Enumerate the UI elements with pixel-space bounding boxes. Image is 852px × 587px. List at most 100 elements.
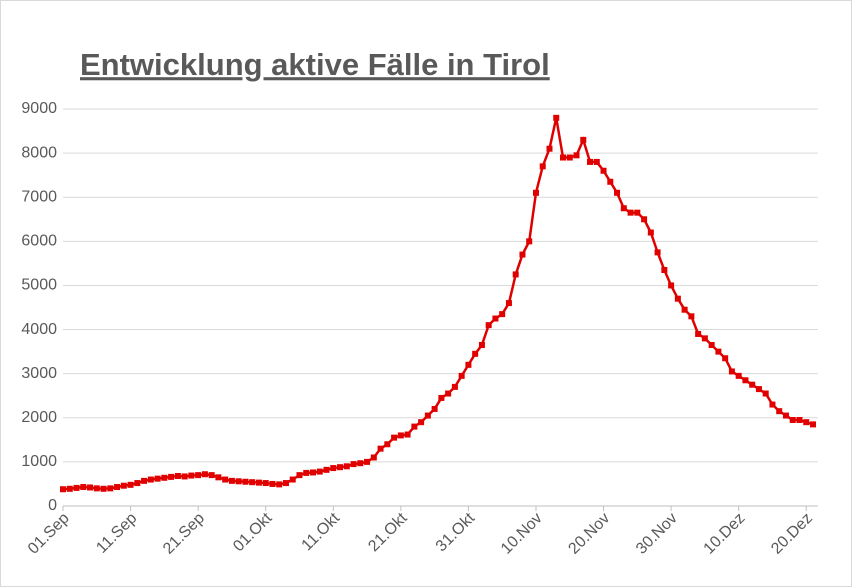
data-point <box>242 478 249 485</box>
data-point <box>343 463 350 470</box>
data-point <box>418 419 425 426</box>
data-point <box>485 322 492 329</box>
data-point <box>66 485 73 492</box>
data-point <box>188 472 195 479</box>
data-point <box>587 158 594 165</box>
data-point <box>87 484 94 491</box>
data-point <box>255 479 262 486</box>
data-point <box>201 471 208 478</box>
data-point <box>235 478 242 485</box>
data-point <box>505 300 512 307</box>
y-tick-label: 8000 <box>21 144 57 161</box>
data-point <box>391 434 398 441</box>
data-point <box>668 282 675 289</box>
data-point <box>560 154 566 161</box>
data-point <box>742 377 749 384</box>
data-point <box>600 167 607 174</box>
data-point <box>404 431 411 438</box>
data-point <box>431 405 438 412</box>
data-point <box>789 416 796 423</box>
data-point <box>701 335 708 342</box>
chart-title: Entwicklung aktive Fälle in Tirol <box>80 47 550 82</box>
data-point <box>499 311 506 318</box>
data-point <box>134 480 141 487</box>
data-point <box>688 313 695 320</box>
data-point <box>776 408 783 415</box>
data-point <box>634 209 641 216</box>
data-point <box>472 350 479 357</box>
data-point <box>303 469 310 476</box>
data-point <box>350 461 357 468</box>
data-point <box>458 372 465 379</box>
data-point <box>377 445 384 452</box>
data-point <box>532 189 539 196</box>
data-point <box>627 209 634 216</box>
data-point <box>445 390 452 397</box>
data-point <box>114 484 121 491</box>
data-point <box>451 383 458 390</box>
y-tick-label: 7000 <box>21 188 57 205</box>
data-point <box>478 341 485 348</box>
data-point <box>546 145 553 152</box>
data-point <box>735 372 742 379</box>
data-point <box>93 485 100 492</box>
data-point <box>661 267 668 274</box>
data-point <box>357 460 364 467</box>
data-point <box>803 419 810 426</box>
data-point <box>262 480 269 487</box>
data-point <box>289 476 296 483</box>
data-point <box>438 394 445 401</box>
data-point <box>73 484 80 491</box>
y-tick-label: 1000 <box>21 453 57 470</box>
data-point <box>120 482 127 489</box>
data-point <box>337 464 344 471</box>
data-point <box>80 484 87 491</box>
data-point <box>323 466 330 473</box>
data-point <box>614 189 621 196</box>
data-point <box>708 341 715 348</box>
data-point <box>269 480 276 487</box>
data-point <box>296 472 303 479</box>
data-point <box>60 486 66 493</box>
data-point <box>249 479 256 486</box>
y-tick-label: 4000 <box>21 321 57 338</box>
data-point <box>181 473 188 480</box>
data-point <box>492 315 499 322</box>
data-point <box>519 251 526 258</box>
data-point <box>228 477 235 484</box>
data-point <box>607 178 614 185</box>
data-point <box>208 472 215 479</box>
data-point <box>222 476 229 483</box>
data-point <box>566 154 573 161</box>
data-point <box>147 476 154 483</box>
data-point <box>674 295 681 302</box>
data-point <box>539 163 546 170</box>
data-point <box>161 474 168 481</box>
data-point <box>168 473 175 480</box>
data-point <box>215 474 222 481</box>
data-point <box>573 152 580 159</box>
data-point <box>330 465 337 472</box>
data-point <box>512 271 519 278</box>
data-point <box>384 441 391 448</box>
data-point <box>755 386 762 393</box>
data-point <box>127 481 134 488</box>
y-tick-label: 5000 <box>21 277 57 294</box>
y-tick-label: 2000 <box>21 409 57 426</box>
data-point <box>641 216 648 223</box>
y-tick-label: 9000 <box>21 100 57 117</box>
y-tick-label: 3000 <box>21 365 57 382</box>
data-point <box>154 475 161 482</box>
data-point <box>769 401 776 408</box>
data-point <box>796 416 803 423</box>
data-point <box>465 361 472 368</box>
data-point <box>593 158 600 165</box>
data-point <box>722 355 729 362</box>
data-point <box>411 423 418 430</box>
data-point <box>762 390 769 397</box>
data-point <box>100 485 107 492</box>
data-point <box>174 473 181 480</box>
data-point <box>397 432 404 439</box>
data-point <box>370 454 377 461</box>
